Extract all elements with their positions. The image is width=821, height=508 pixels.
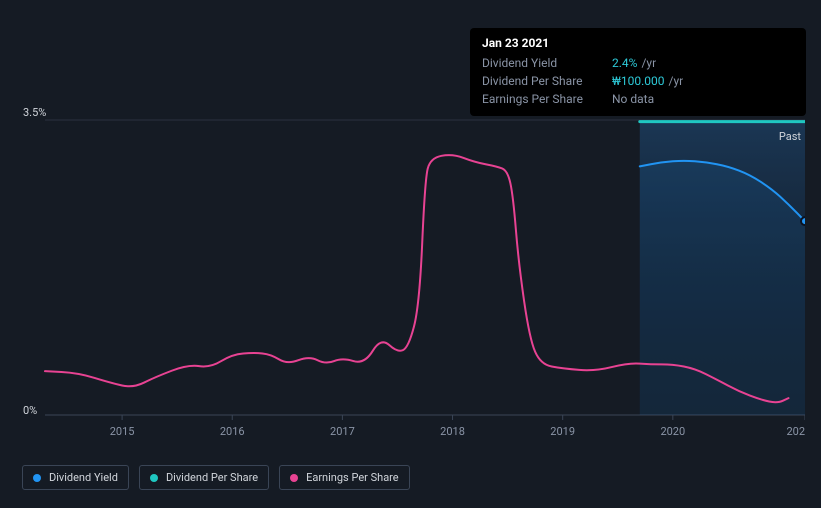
tooltip-unit: /yr — [669, 74, 684, 88]
x-axis-label: 2015 — [110, 425, 135, 438]
legend-item-dividend-yield[interactable]: Dividend Yield — [22, 465, 129, 490]
x-axis-label: 2017 — [330, 425, 355, 438]
legend-item-earnings-per-share[interactable]: Earnings Per Share — [279, 465, 410, 490]
x-axis-label: 2019 — [550, 425, 575, 438]
tooltip-value: 2.4% — [612, 56, 637, 70]
tooltip-row: Dividend Per Share ₩100.000 /yr — [482, 72, 794, 90]
past-label: Past — [779, 130, 801, 143]
x-axis-label: 2018 — [440, 425, 465, 438]
legend-dot — [33, 474, 41, 482]
y-axis-label-min: 0% — [23, 404, 37, 417]
tooltip-label: Earnings Per Share — [482, 92, 612, 106]
legend-label: Dividend Per Share — [166, 471, 258, 484]
tooltip-unit: /yr — [641, 56, 656, 70]
y-axis-label-max: 3.5% — [23, 106, 46, 119]
tooltip-row: Earnings Per Share No data — [482, 90, 794, 108]
legend-item-dividend-per-share[interactable]: Dividend Per Share — [139, 465, 269, 490]
x-axis-label: 2020 — [660, 425, 685, 438]
legend-label: Dividend Yield — [49, 471, 118, 484]
tooltip-value: ₩100.000 — [612, 74, 665, 88]
chart-svg — [20, 100, 805, 440]
legend-dot — [150, 474, 158, 482]
tooltip-value: No data — [612, 92, 654, 106]
x-axis-label: 2016 — [220, 425, 245, 438]
legend-dot — [290, 474, 298, 482]
x-axis-label: 202 — [786, 425, 805, 438]
chart-legend: Dividend Yield Dividend Per Share Earnin… — [22, 465, 410, 490]
tooltip-label: Dividend Per Share — [482, 74, 612, 88]
dividend-chart[interactable]: 3.5% 0% Past 2015 2016 2017 2018 2019 2020 202 — [20, 100, 805, 440]
chart-tooltip: Jan 23 2021 Dividend Yield 2.4% /yr Divi… — [470, 28, 806, 116]
tooltip-label: Dividend Yield — [482, 56, 612, 70]
tooltip-date: Jan 23 2021 — [482, 36, 794, 50]
tooltip-row: Dividend Yield 2.4% /yr — [482, 54, 794, 72]
legend-label: Earnings Per Share — [306, 471, 399, 484]
